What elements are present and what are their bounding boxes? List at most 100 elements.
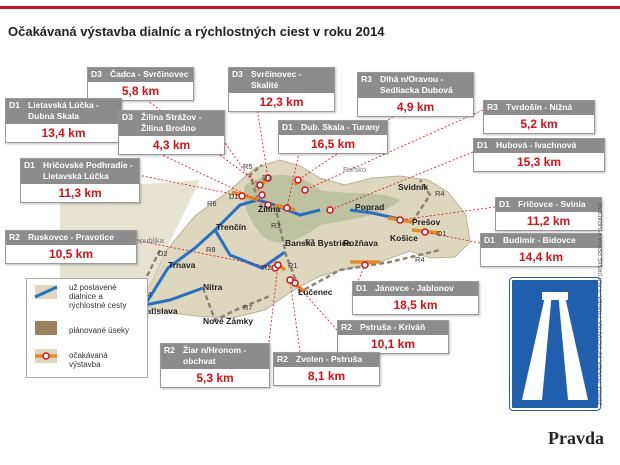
road-code: D1 — [499, 199, 510, 209]
built-roads — [143, 198, 413, 307]
section-name: Fričovce - Svinia — [518, 199, 586, 209]
place-label: Poľsko — [343, 165, 366, 174]
section-length: 10,5 km — [48, 247, 94, 261]
road-label: R1 — [288, 261, 298, 270]
section-length: 4,9 km — [396, 100, 435, 114]
place-label: Trenčín — [216, 222, 246, 232]
road-code: D1 — [24, 160, 35, 170]
section-name: Budimír - Bidovce — [503, 235, 576, 245]
callout: D3 Svrčinovec - Skalité 12,3 km — [228, 67, 335, 112]
place-label: Prešov — [412, 217, 441, 227]
section-length: 18,5 km — [393, 298, 438, 312]
road-label: D1 — [437, 229, 447, 238]
section-name: Dlhá n/Oravou - Sedliacka Dubová — [380, 74, 453, 95]
section-name: Lietavská Lúčka - Dubná Skala — [28, 100, 99, 121]
callout: R3 Dlhá n/Oravou - Sedliacka Dubová 4,9 km — [357, 72, 474, 117]
road-label: D3 — [262, 173, 272, 182]
section-length: 12,3 km — [259, 95, 304, 109]
road-code: R2 — [9, 232, 20, 242]
section-name: Čadca - Svrčinovec — [110, 69, 189, 79]
section-name: Jánovce - Jablonov — [375, 283, 454, 293]
road-label: R8 — [206, 245, 216, 254]
legend-swatch — [34, 285, 58, 299]
mountains — [243, 174, 400, 243]
place-label: Nové Zámky — [203, 316, 253, 326]
legend-swatch — [42, 352, 50, 360]
road-label: R7 — [243, 303, 253, 312]
section-name: Hričovské Podhradie - Lietavská Lúčka — [43, 160, 133, 181]
section-name: Ruskovce - Pravotice — [28, 232, 114, 242]
legend-swatch — [35, 321, 57, 335]
planned-roads — [143, 164, 441, 322]
callout: R2 Pstruša - Kriváň 10,1 km — [337, 320, 449, 354]
callout: D1 Hubová - Ivachnová 15,3 km — [473, 138, 605, 172]
road-code: R2 — [341, 322, 352, 332]
section-length: 8,1 km — [307, 369, 346, 383]
road-label: D1 — [229, 192, 239, 201]
callout-header: R3 Tvrdošín - Nižná — [484, 101, 594, 115]
road-code: D3 — [122, 112, 133, 122]
place-label: Svidník — [398, 182, 429, 192]
section-name: Žilina Strážov - Žilina Brodno — [141, 112, 202, 133]
callout-header: D3 Čadca - Svrčinovec — [88, 68, 193, 82]
road-code: R3 — [487, 102, 498, 112]
section-name: Svrčinovec - Skalité — [251, 69, 302, 90]
legend-label: plánované úseky — [69, 326, 130, 335]
section-length: 10,1 km — [370, 337, 416, 351]
motorway-symbol — [522, 292, 588, 400]
callout-header: D1 Budimír - Bidovce — [481, 234, 601, 248]
section-length: 15,3 km — [516, 155, 562, 169]
road-code: R2 — [164, 345, 175, 355]
callout-header: R2 Ruskovce - Pravotice — [6, 231, 136, 245]
callout-header: D1 Lietavská Lúčka - Dubná Skala — [6, 99, 121, 124]
section-length: 16,5 km — [310, 137, 356, 151]
callout: D1 Jánovce - Jablonov 18,5 km — [352, 281, 479, 315]
callout: R2 Zvolen - Pstruša 8,1 km — [273, 352, 380, 386]
callout-header: R2 Pstruša - Kriváň — [338, 321, 448, 335]
callout: D3 Čadca - Svrčinovec 5,8 km — [87, 67, 194, 101]
road-label: R4 — [415, 255, 425, 264]
place-label: Trnava — [168, 260, 196, 270]
callout-header: D1 Jánovce - Jablonov — [353, 282, 478, 296]
road-code: D1 — [282, 122, 293, 132]
legend-label: už postavené dialnice a rýchlostné cesty — [69, 283, 127, 310]
callout: D1 Hričovské Podhradie - Lietavská Lúčka 1… — [20, 158, 140, 203]
road-code: R3 — [361, 74, 372, 84]
road-code: D1 — [484, 235, 495, 245]
callout-header: D1 Fričovce - Svinia — [496, 198, 601, 212]
road-label: R2 — [305, 237, 315, 246]
road-code: D1 — [477, 140, 488, 150]
legend-label: očakávaná výstavba — [69, 351, 108, 369]
place-label: Banská Bystrica — [285, 238, 351, 248]
callout: R3 Tvrdošín - Nižná 5,2 km — [483, 100, 595, 134]
callout-header: R2 Žiar n/Hronom - obchvat — [161, 344, 269, 369]
section-name: Pstruša - Kriváň — [360, 322, 426, 332]
road-label: R4 — [435, 189, 445, 198]
section-name: Tvrdošín - Nižná — [506, 102, 573, 112]
road-label: R5 — [243, 162, 253, 171]
callout: R2 Ruskovce - Pravotice 10,5 km — [5, 230, 137, 264]
place-label: Rožňava — [343, 238, 378, 248]
road-label: R2 — [262, 263, 272, 272]
road-code: R2 — [277, 354, 288, 364]
source: ZDROJ: PRAVDA, INFOGRAFIKA: PRAVDA, © AU… — [598, 202, 604, 405]
callout: D1 Fričovce - Svinia 11,2 km — [495, 197, 602, 231]
callout-header: D3 Žilina Strážov - Žilina Brodno — [119, 111, 224, 136]
section-name: Žiar n/Hronom - obchvat — [183, 345, 247, 366]
callout: R2 Žiar n/Hronom - obchvat 5,3 km — [160, 343, 270, 388]
callout-header: R2 Zvolen - Pstruša — [274, 353, 379, 367]
road-label: R3 — [271, 221, 281, 230]
callout: D1 Budimír - Bidovce 14,4 km — [480, 233, 602, 267]
road-code: D1 — [9, 100, 20, 110]
place-label: Lučenec — [298, 287, 333, 297]
callout-header: D1 Hubová - Ivachnová — [474, 139, 604, 153]
legend: už postavené dialnice a rýchlostné cesty… — [26, 278, 148, 378]
callout: D3 Žilina Strážov - Žilina Brodno 4,3 km — [118, 110, 225, 155]
section-length: 5,8 km — [121, 84, 160, 98]
callout-header: D1 Dub. Skala - Turany — [279, 121, 387, 135]
section-length: 13,4 km — [41, 126, 86, 140]
callout-header: D1 Hričovské Podhradie - Lietavská Lúčka — [21, 159, 139, 184]
logo: Pravda — [548, 428, 604, 448]
legend-symbols — [34, 285, 58, 363]
